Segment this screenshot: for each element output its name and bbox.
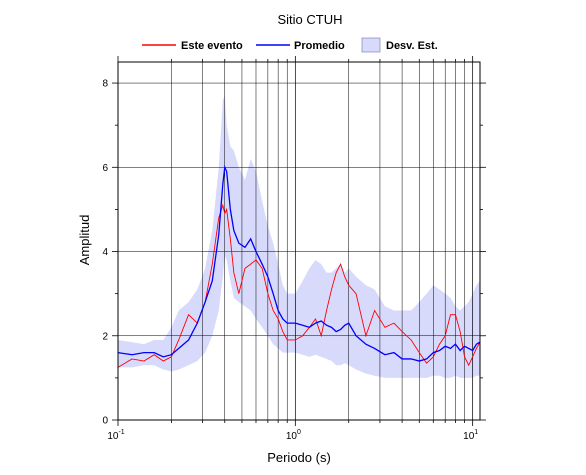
y-tick-label: 6 [102,163,108,174]
series-event-line [117,203,481,368]
y-tick-label: 8 [102,79,108,90]
legend-std-label: Desv. Est. [386,40,438,52]
std-band [118,95,480,378]
y-tick-label: 2 [102,331,108,342]
y-tick-label: 0 [102,416,108,427]
x-axis-label: Periodo (s) [267,450,331,465]
legend-event-label: Este evento [181,40,243,52]
legend: Este evento Promedio Desv. Est. [142,37,438,53]
y-axis-label: Amplitud [77,215,92,266]
plot-frame [117,61,481,421]
legend-mean-label: Promedio [294,40,345,52]
x-tick-label: 100 [286,429,301,442]
x-tick-label: 101 [463,429,478,442]
chart-title: Sitio CTUH [277,12,342,27]
x-tick-label: 10-1 [107,429,124,442]
legend-std-swatch [361,37,381,53]
y-tick-label: 4 [102,247,108,258]
plot-area: 0 2 4 6 8 10-1 100 101 [102,56,486,442]
series-mean-line [117,164,481,362]
